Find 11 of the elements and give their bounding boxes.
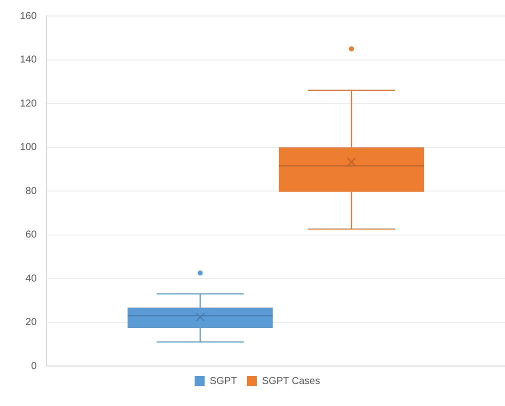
y-tick-label: 160: [20, 10, 38, 22]
y-tick-label: 140: [20, 54, 38, 66]
y-tick-label: 20: [26, 317, 38, 328]
y-tick-label: 80: [26, 186, 38, 197]
legend-label: SGPT Cases: [262, 376, 320, 387]
y-tick-label: 100: [20, 142, 38, 153]
y-tick-label: 120: [20, 98, 38, 110]
y-tick-label: 60: [26, 230, 38, 240]
legend-label: SGPT: [210, 376, 237, 387]
y-tick-label: 0: [31, 360, 38, 372]
y-tick-label: 40: [26, 273, 38, 284]
